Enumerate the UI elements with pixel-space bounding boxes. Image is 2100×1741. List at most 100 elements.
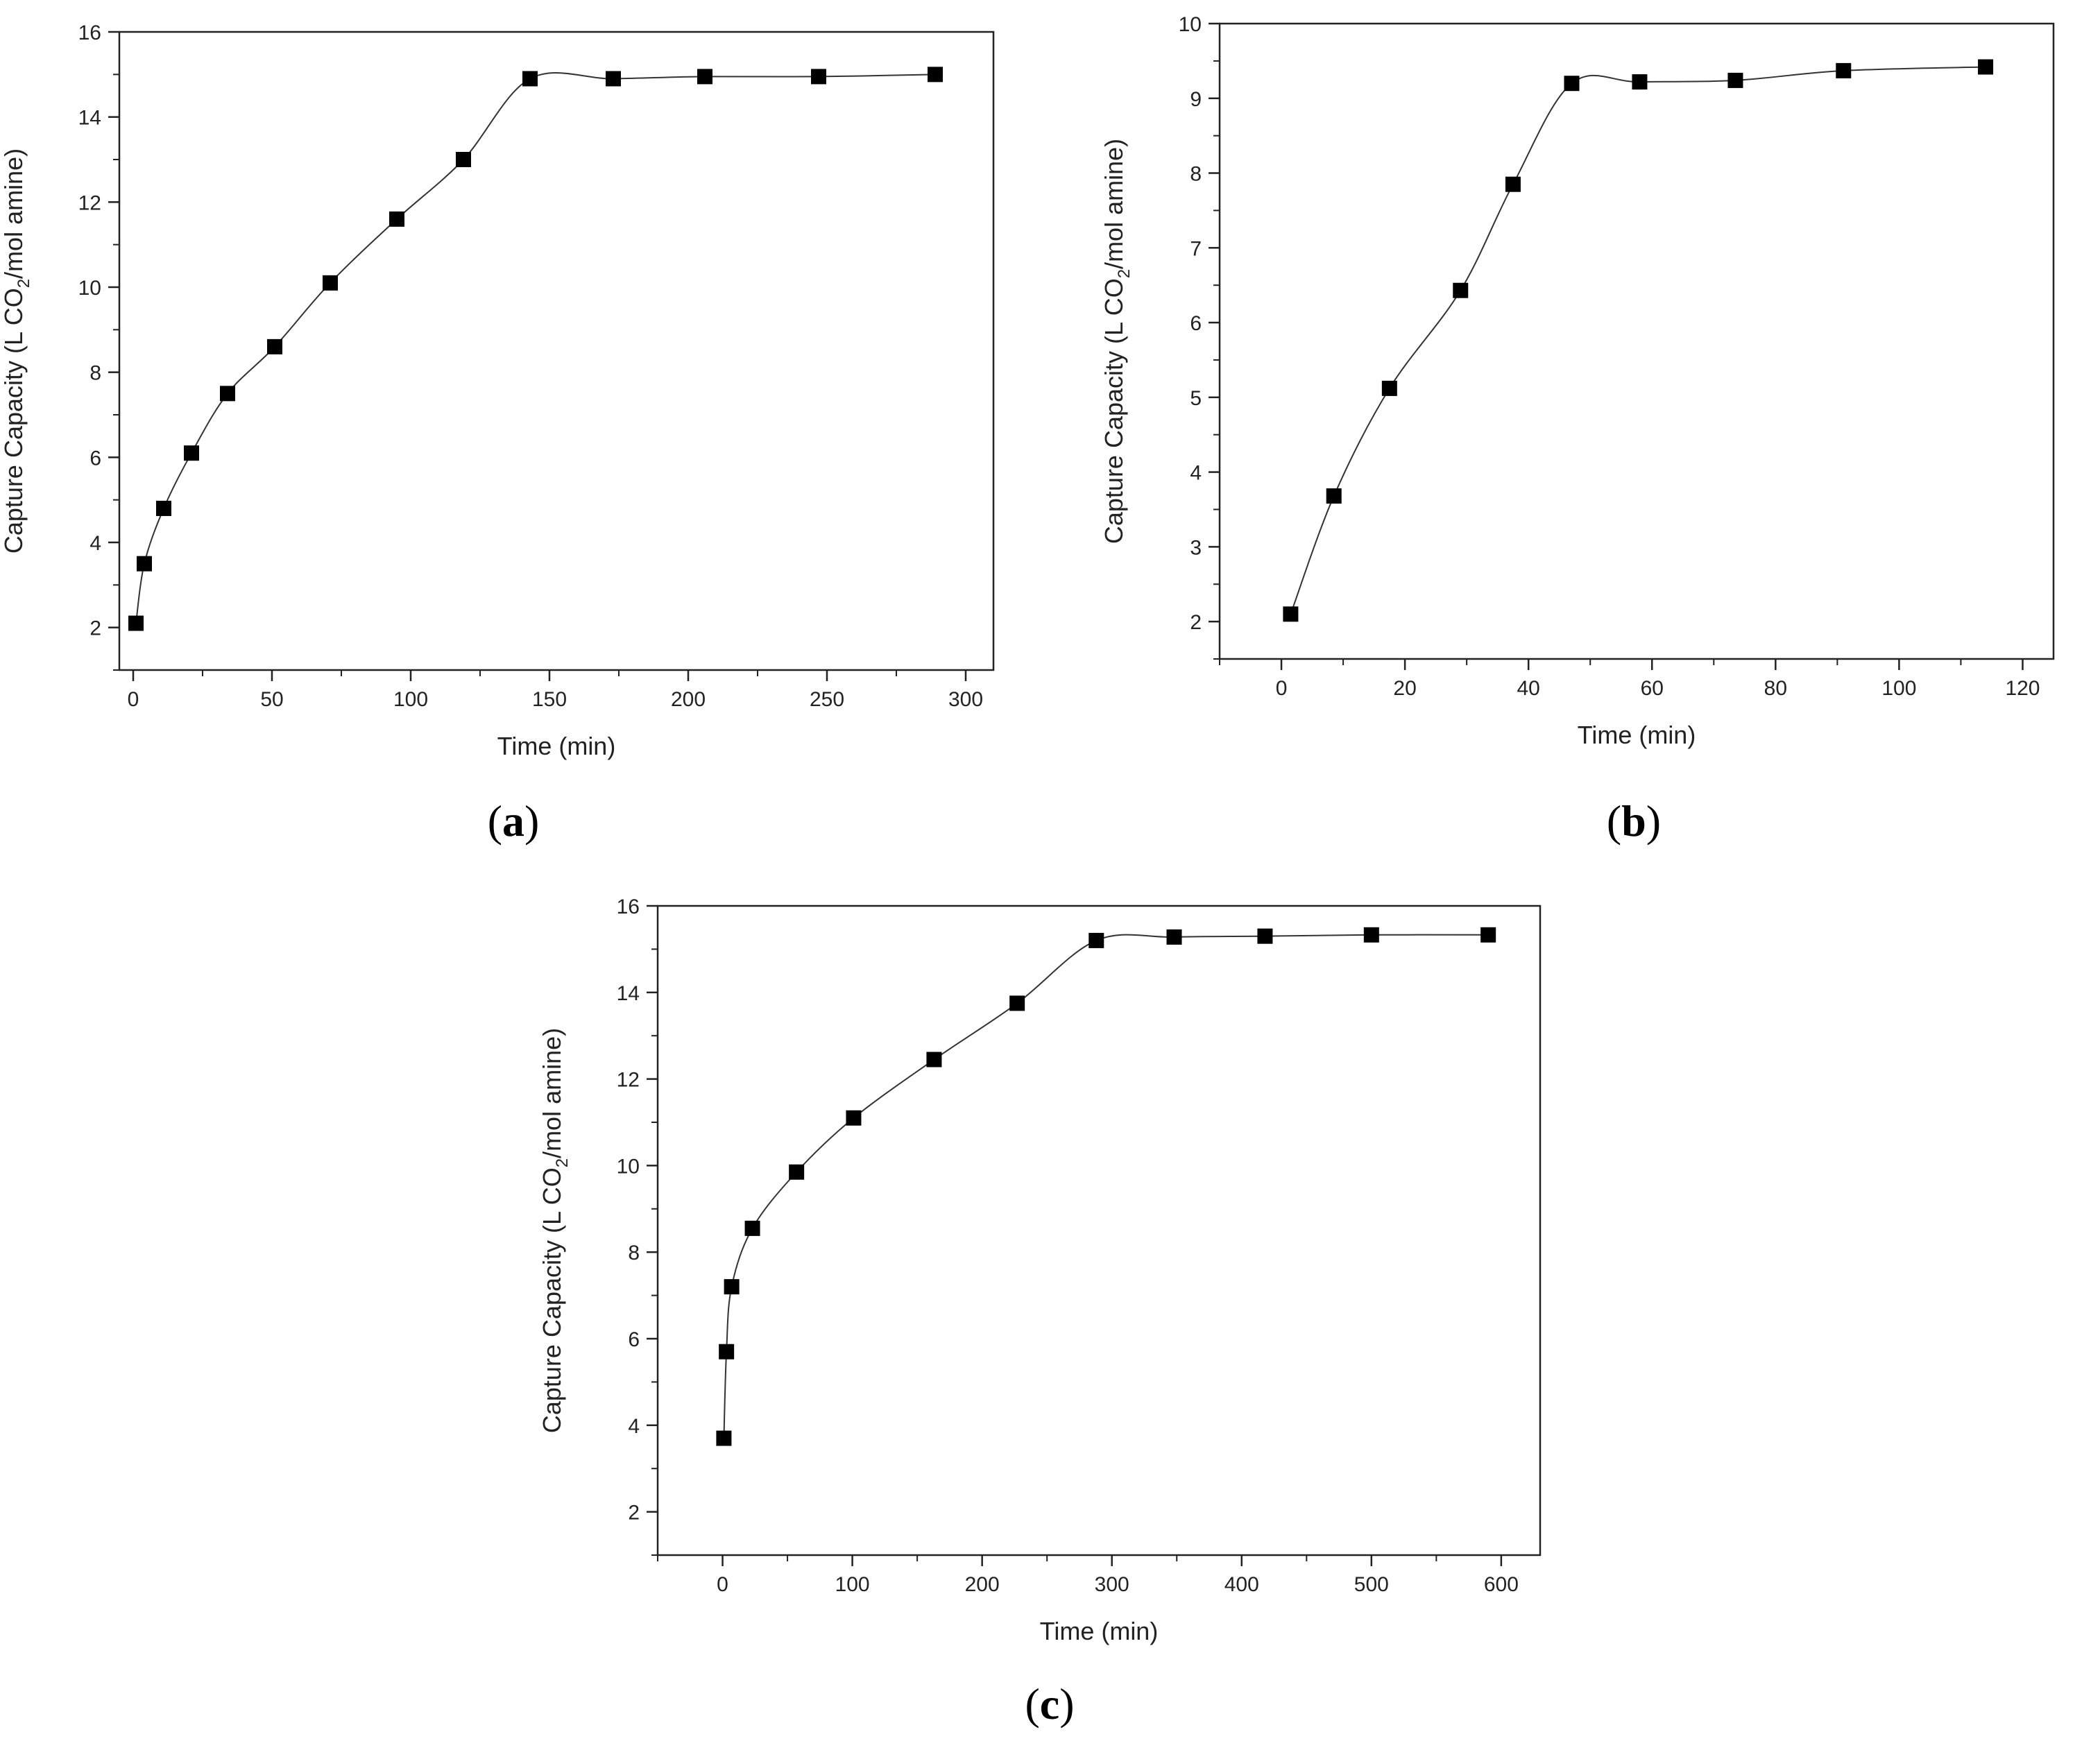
- y-tick-label: 12: [78, 191, 101, 214]
- chart-panel-c: 0 100 200 300 400 500 600 2 4 6 8 10 12 14 16 Time (min…: [538, 895, 1542, 1729]
- data-point: [1257, 928, 1273, 944]
- data-point: [1505, 176, 1521, 192]
- y-tick-label: 8: [89, 362, 101, 385]
- data-point: [267, 338, 282, 354]
- panel-label: (a): [488, 796, 540, 846]
- data-point: [1089, 932, 1104, 948]
- data-point: [926, 1052, 942, 1067]
- data-point: [1632, 74, 1648, 90]
- x-tick-label: 100: [835, 1573, 870, 1596]
- x-axis-label: Time (min): [497, 732, 616, 760]
- x-tick-label: 0: [128, 688, 139, 711]
- data-point: [606, 71, 621, 87]
- data-point: [811, 69, 826, 85]
- data-point: [1166, 929, 1182, 945]
- x-tick-label: 400: [1224, 1573, 1259, 1596]
- data-point: [522, 71, 538, 87]
- data-point: [184, 445, 199, 461]
- y-tick-label: 14: [617, 982, 640, 1005]
- x-tick-label: 0: [1276, 677, 1288, 700]
- x-tick-label: 200: [671, 688, 706, 711]
- y-tick-label: 8: [628, 1242, 640, 1264]
- panel-label: (b): [1607, 796, 1661, 846]
- x-tick-label: 100: [393, 688, 428, 711]
- data-point: [1480, 927, 1496, 943]
- y-tick-label: 6: [628, 1328, 640, 1351]
- series-line: [135, 71, 936, 624]
- data-point: [1283, 606, 1299, 622]
- x-axis-label: Time (min): [1040, 1617, 1159, 1645]
- data-point: [724, 1279, 740, 1295]
- x-axis-label: Time (min): [1578, 721, 1696, 749]
- y-tick-label: 9: [1190, 88, 1202, 111]
- x-tick-label: 50: [260, 688, 283, 711]
- data-point: [1727, 72, 1743, 88]
- y-tick-label: 2: [89, 617, 101, 640]
- y-tick-label: 16: [78, 22, 101, 44]
- y-axis-label: Capture Capacity (L CO2/mol amine): [538, 1028, 572, 1433]
- data-point: [137, 556, 152, 572]
- data-point: [846, 1110, 862, 1126]
- plot-frame: [1218, 22, 2055, 660]
- x-tick-label: 100: [1881, 677, 1916, 700]
- y-tick-label: 10: [1179, 13, 1202, 36]
- y-tick-label: 4: [1190, 462, 1202, 485]
- y-tick-label: 10: [78, 277, 101, 300]
- y-tick-label: 4: [89, 532, 101, 555]
- y-tick-label: 16: [617, 895, 640, 918]
- x-tick-label: 250: [810, 688, 844, 711]
- y-tick-label: 8: [1190, 163, 1202, 186]
- y-tick-label: 2: [628, 1502, 640, 1525]
- y-tick-label: 6: [1190, 312, 1202, 335]
- y-tick-label: 2: [1190, 611, 1202, 634]
- chart-panel-b: 0 20 40 60 80 100 120 2 3 4 5 6 7 8 9 10 Time (min) Captu…: [1100, 13, 2055, 846]
- data-point: [323, 275, 338, 291]
- data-point: [156, 500, 171, 516]
- data-point: [1381, 380, 1397, 396]
- data-point: [1564, 76, 1580, 92]
- y-tick-label: 12: [617, 1069, 640, 1092]
- y-tick-label: 7: [1190, 237, 1202, 260]
- x-tick-label: 200: [965, 1573, 1000, 1596]
- y-tick-label: 10: [617, 1155, 640, 1178]
- y-axis-label: Capture Capacity (L CO2/mol amine): [0, 148, 33, 554]
- chart-panel-a: 0 50 100 150 200 250 300 2 4 6 8 10 12 14 16 Time (min)…: [0, 22, 995, 846]
- x-tick-label: 80: [1764, 677, 1787, 700]
- plot-frame: [118, 31, 995, 671]
- x-tick-label: 40: [1517, 677, 1539, 700]
- x-tick-label: 60: [1641, 677, 1664, 700]
- x-tick-label: 20: [1393, 677, 1416, 700]
- data-point: [719, 1344, 735, 1360]
- x-tick-label: 300: [948, 688, 983, 711]
- data-point: [716, 1430, 732, 1446]
- data-point: [697, 69, 712, 85]
- x-tick-label: 600: [1484, 1573, 1519, 1596]
- data-point: [1836, 62, 1852, 78]
- panel-label: (c): [1025, 1679, 1074, 1729]
- data-point: [744, 1220, 760, 1236]
- data-point: [789, 1164, 805, 1180]
- data-point: [1326, 488, 1342, 504]
- data-point: [128, 615, 144, 631]
- data-point: [220, 386, 235, 402]
- data-point: [1978, 59, 1994, 75]
- y-tick-label: 6: [89, 447, 101, 470]
- y-tick-label: 4: [628, 1415, 640, 1438]
- data-point: [456, 152, 471, 167]
- x-tick-label: 500: [1354, 1573, 1389, 1596]
- y-tick-label: 14: [78, 107, 101, 130]
- series-line: [723, 934, 1489, 1439]
- x-tick-label: 0: [717, 1573, 728, 1596]
- data-point: [1009, 995, 1025, 1011]
- x-tick-label: 150: [532, 688, 567, 711]
- data-point: [1453, 282, 1469, 298]
- y-tick-label: 5: [1190, 387, 1202, 410]
- y-tick-label: 3: [1190, 536, 1202, 559]
- plot-frame: [656, 904, 1542, 1556]
- series-line: [1290, 66, 1986, 615]
- data-point: [928, 67, 943, 83]
- data-point: [389, 211, 404, 227]
- y-axis-label: Capture Capacity (L CO2/mol amine): [1100, 139, 1134, 544]
- x-tick-label: 120: [2005, 677, 2040, 700]
